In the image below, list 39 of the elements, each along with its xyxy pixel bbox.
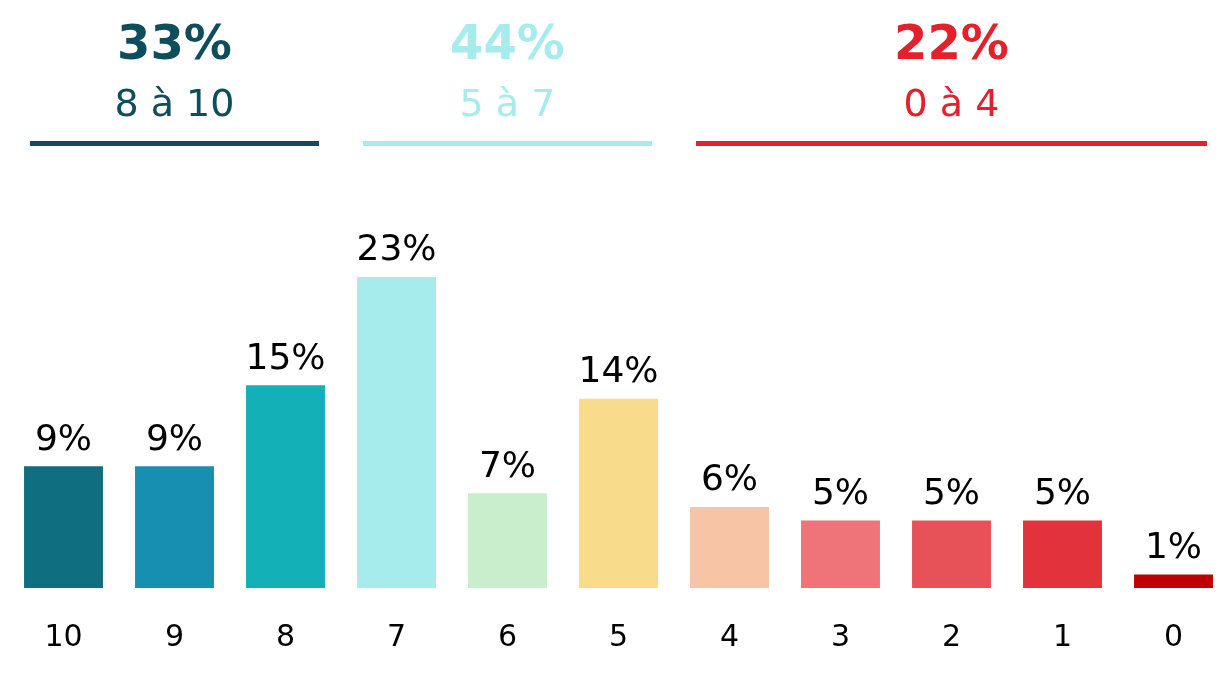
data-label: 6%: [700, 457, 759, 499]
x-tick-label: 10: [44, 617, 83, 653]
text: 33%: [116, 13, 233, 72]
x-tick-label: 0: [1163, 617, 1184, 653]
data-label: 5%: [811, 470, 870, 512]
x-tick-label: 5: [608, 617, 629, 653]
text: 44%: [449, 13, 566, 72]
data-label: 15%: [245, 335, 326, 377]
bar: [246, 385, 325, 588]
bar: [579, 398, 658, 588]
text: 22%: [893, 13, 1010, 72]
text: 0 à 4: [902, 80, 1001, 127]
data-label: 23%: [356, 227, 437, 269]
data-label: 1%: [1144, 524, 1203, 566]
text: 5 à 7: [458, 80, 557, 127]
data-label: 5%: [922, 470, 981, 512]
x-tick-label: 2: [941, 617, 962, 653]
x-tick-label: 4: [719, 617, 740, 653]
data-label: 9%: [145, 416, 204, 458]
x-tick-label: 7: [386, 617, 407, 653]
text: 8 à 10: [113, 80, 236, 127]
bar: [24, 466, 103, 588]
data-label: 9%: [34, 416, 93, 458]
bar: [1134, 574, 1213, 588]
bar: [1023, 520, 1102, 588]
x-tick-label: 6: [497, 617, 518, 653]
bar: [912, 520, 991, 588]
bar: [357, 277, 436, 588]
bar: [801, 520, 880, 588]
bar: [468, 493, 547, 588]
bar: [135, 466, 214, 588]
data-label: 5%: [1033, 470, 1092, 512]
bar: [690, 506, 769, 588]
x-tick-label: 9: [164, 617, 185, 653]
x-tick-label: 3: [830, 617, 851, 653]
data-label: 7%: [478, 443, 537, 485]
x-tick-label: 1: [1052, 617, 1073, 653]
x-tick-label: 8: [275, 617, 296, 653]
data-label: 14%: [578, 349, 659, 391]
